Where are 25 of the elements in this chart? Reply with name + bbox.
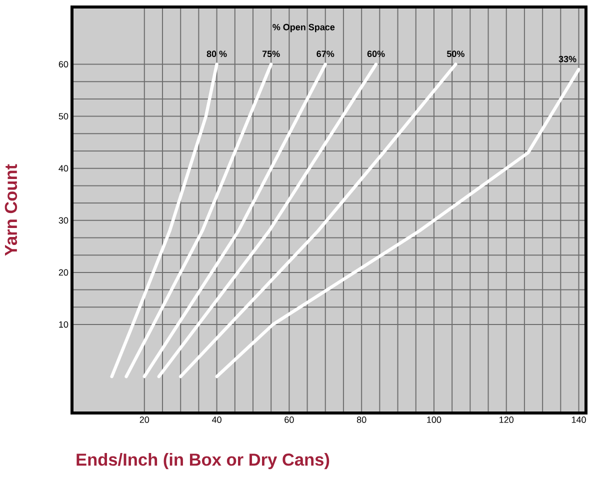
- x-tick-label: 100: [427, 416, 442, 423]
- series-label: 60%: [367, 50, 385, 58]
- x-tick-label: 20: [140, 416, 150, 423]
- series-label: 33%: [558, 56, 576, 62]
- y-tick-label: 20: [58, 269, 68, 276]
- x-tick-label: 80: [356, 416, 366, 423]
- line-series: [110, 62, 218, 378]
- y-tick-label: 30: [58, 217, 68, 224]
- x-tick-label: 60: [284, 416, 294, 423]
- y-tick-label: 50: [58, 113, 68, 120]
- x-axis-title: Ends/Inch (in Box or Dry Cans): [76, 453, 330, 470]
- line-series: [178, 62, 458, 378]
- series-label: 67%: [316, 50, 334, 58]
- y-tick-label: 40: [58, 165, 68, 172]
- series-label: 80 %: [206, 50, 227, 58]
- y-tick-label: 60: [58, 61, 68, 68]
- series-label: 50%: [446, 50, 464, 58]
- y-tick-label: 10: [59, 321, 68, 328]
- x-tick-label: 140: [572, 416, 586, 423]
- y-axis-title: Yarn Count: [4, 164, 18, 256]
- x-tick-label: 120: [500, 416, 514, 423]
- legend-title: % Open Space: [272, 24, 335, 32]
- series-label: 75%: [262, 50, 280, 58]
- x-tick-label: 40: [212, 416, 222, 423]
- line-series: [215, 68, 580, 378]
